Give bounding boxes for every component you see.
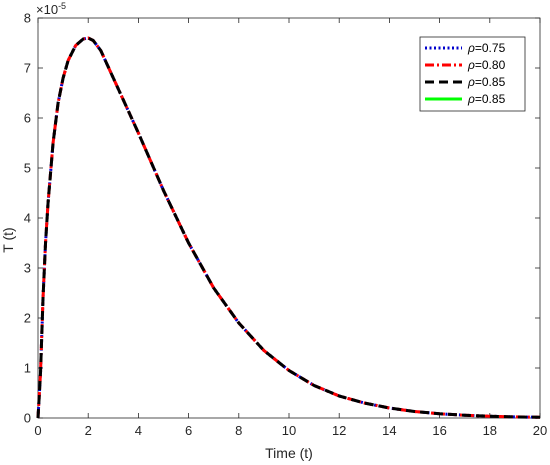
legend-rho-symbol: ρ [467,58,475,72]
x-tick-label: 0 [34,423,41,438]
series-line-3 [36,36,541,419]
x-tick-label: 14 [382,423,396,438]
legend-value: =0.85 [475,92,506,106]
legend-value: =0.80 [475,58,506,72]
x-tick-label: 16 [432,423,446,438]
x-tick-label: 20 [533,423,547,438]
y-axis-label: T (t) [0,227,16,252]
x-tick-label: 18 [483,423,497,438]
legend-rho-symbol: ρ [467,92,475,106]
x-tick-label: 6 [185,423,192,438]
y-multiplier: ×10-5 [36,1,66,17]
legend-label-4: ρ=0.85 [467,92,506,106]
x-axis-label: Time (t) [265,445,313,461]
legend-label-1: ρ=0.75 [467,41,506,55]
series-line-2 [36,36,541,419]
legend-value: =0.75 [475,41,506,55]
x-tick-label: 4 [135,423,142,438]
y-tick-label: 6 [24,111,31,126]
y-tick-label: 0 [24,411,31,426]
y-tick-label: 4 [24,211,31,226]
y-tick-label: 5 [24,161,31,176]
y-tick-label: 2 [24,311,31,326]
y-tick-label: 7 [24,61,31,76]
x-tick-label: 2 [85,423,92,438]
legend-label-2: ρ=0.80 [467,58,506,72]
x-tick-label: 12 [332,423,346,438]
y-tick-label: 8 [24,11,31,26]
x-tick-label: 10 [282,423,296,438]
x-tick-label: 8 [235,423,242,438]
legend-rho-symbol: ρ [467,41,475,55]
y-tick-label: 1 [24,361,31,376]
plot-area: 0 2 4 6 8 10 12 14 16 18 20012345678ρ=0.75ρ=0.80ρ=… [24,11,547,439]
legend-rho-symbol: ρ [467,75,475,89]
y-multiplier-base: ×10 [36,2,58,17]
legend: ρ=0.75ρ=0.80ρ=0.85ρ=0.85 [419,36,526,112]
legend-value: =0.85 [475,75,506,89]
y-multiplier-exponent: -5 [58,1,66,11]
y-tick-label: 3 [24,261,31,276]
legend-label-3: ρ=0.85 [467,75,506,89]
